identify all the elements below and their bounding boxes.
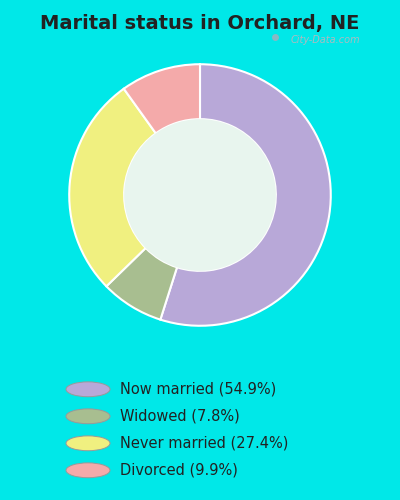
Wedge shape [69,88,156,286]
Wedge shape [160,64,331,326]
Circle shape [66,463,110,477]
Circle shape [66,382,110,396]
Wedge shape [106,248,177,320]
Text: Divorced (9.9%): Divorced (9.9%) [120,463,238,478]
Circle shape [124,119,276,271]
Text: Now married (54.9%): Now married (54.9%) [120,382,276,397]
Text: Marital status in Orchard, NE: Marital status in Orchard, NE [40,14,360,34]
Circle shape [66,409,110,424]
Circle shape [66,436,110,450]
Wedge shape [124,64,200,134]
Text: Never married (27.4%): Never married (27.4%) [120,436,288,451]
Text: City-Data.com: City-Data.com [290,35,360,45]
Text: Widowed (7.8%): Widowed (7.8%) [120,409,240,424]
